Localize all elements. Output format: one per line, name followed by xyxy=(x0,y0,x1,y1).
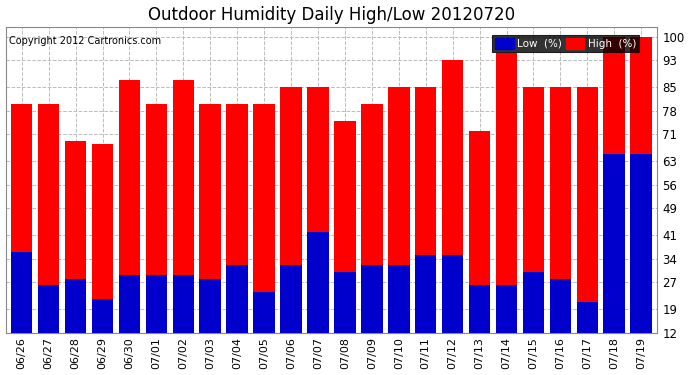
Bar xyxy=(631,37,652,333)
Bar xyxy=(226,265,248,333)
Bar xyxy=(253,104,275,333)
Bar xyxy=(388,87,410,333)
Bar xyxy=(415,255,437,333)
Bar xyxy=(280,265,302,333)
Bar xyxy=(307,232,328,333)
Bar xyxy=(469,131,491,333)
Bar xyxy=(307,87,328,333)
Bar xyxy=(38,285,59,333)
Bar xyxy=(65,279,86,333)
Bar xyxy=(226,104,248,333)
Bar xyxy=(92,144,113,333)
Bar xyxy=(280,87,302,333)
Bar xyxy=(253,292,275,333)
Text: Copyright 2012 Cartronics.com: Copyright 2012 Cartronics.com xyxy=(9,36,161,46)
Bar xyxy=(65,141,86,333)
Bar xyxy=(415,87,437,333)
Bar xyxy=(442,255,464,333)
Bar xyxy=(146,275,167,333)
Bar xyxy=(334,121,355,333)
Bar xyxy=(495,285,518,333)
Bar xyxy=(119,80,140,333)
Bar xyxy=(361,265,383,333)
Bar xyxy=(631,154,652,333)
Bar xyxy=(92,299,113,333)
Bar xyxy=(11,104,32,333)
Bar xyxy=(119,275,140,333)
Bar xyxy=(199,104,221,333)
Bar xyxy=(199,279,221,333)
Bar xyxy=(550,279,571,333)
Bar xyxy=(522,87,544,333)
Bar xyxy=(11,252,32,333)
Bar xyxy=(172,275,194,333)
Bar xyxy=(146,104,167,333)
Bar xyxy=(604,37,625,333)
Bar xyxy=(442,60,464,333)
Bar xyxy=(495,53,518,333)
Bar xyxy=(38,104,59,333)
Title: Outdoor Humidity Daily High/Low 20120720: Outdoor Humidity Daily High/Low 20120720 xyxy=(148,6,515,24)
Bar xyxy=(577,302,598,333)
Bar xyxy=(550,87,571,333)
Bar xyxy=(334,272,355,333)
Bar xyxy=(388,265,410,333)
Bar xyxy=(604,154,625,333)
Bar xyxy=(469,285,491,333)
Bar xyxy=(172,80,194,333)
Legend: Low  (%), High  (%): Low (%), High (%) xyxy=(492,35,639,52)
Bar xyxy=(361,104,383,333)
Bar xyxy=(577,87,598,333)
Bar xyxy=(522,272,544,333)
